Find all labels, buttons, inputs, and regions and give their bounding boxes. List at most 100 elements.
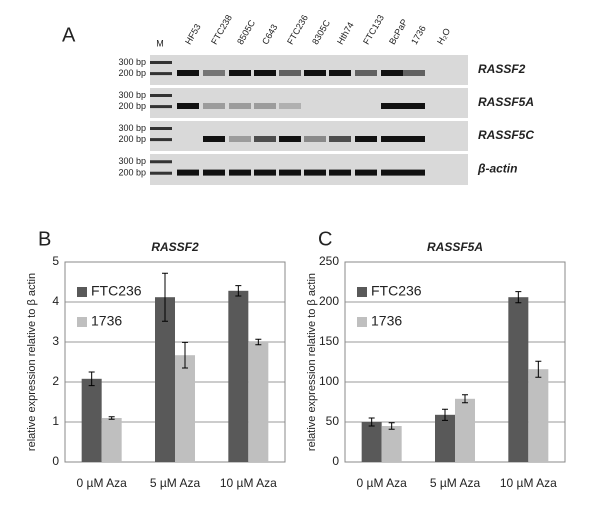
y-tick-label: 150 [319,334,339,348]
error-bar [182,341,188,369]
marker-band [150,171,172,175]
band [355,70,377,76]
legend-swatch [77,287,87,297]
size-marker: 300 bp [118,57,146,67]
bar [528,369,549,462]
marker-band [150,160,172,164]
band [355,136,377,142]
band [381,103,403,109]
error-bar [535,360,542,378]
gene-label: RASSF5A [478,95,534,109]
bar [381,426,402,462]
legend-swatch [77,317,87,327]
marker-band [150,105,172,109]
bar [175,355,195,462]
band [355,169,377,176]
y-tick-label: 200 [319,294,339,308]
marker-band [150,72,172,76]
x-tick-label: 5 µM Aza [430,476,481,490]
gene-label: β-actin [477,162,517,176]
bar [101,418,122,462]
band [403,103,425,109]
legend-label: 1736 [371,313,402,329]
y-tick-label: 100 [319,374,339,388]
y-tick-label: 1 [52,414,59,428]
y-tick-label: 3 [52,334,59,348]
y-axis-label: relative expression relative to β actin [26,273,38,451]
band [403,169,425,176]
panel-label: C [318,228,332,250]
lane-label: Hth74 [335,20,356,46]
lane-label: 8305C [310,18,332,46]
error-bar [255,338,262,346]
error-bar [368,417,375,427]
band [329,169,351,176]
marker-band [150,127,172,130]
legend-label: FTC236 [371,283,422,299]
chart-title: RASSF5A [427,240,483,254]
band [279,103,301,109]
lane-label: FTC236 [285,13,310,46]
error-bar [235,285,242,297]
bar [155,297,175,462]
lane-label: M [156,38,164,48]
band [254,70,276,76]
band [229,70,251,76]
band [254,136,276,142]
error-bar [88,371,95,387]
band [381,136,403,142]
x-tick-label: 5 µM Aza [150,476,201,490]
band [403,136,425,142]
band [203,103,225,109]
bar [435,414,455,462]
legend-label: FTC236 [91,283,142,299]
lane-label: FTC238 [209,13,234,46]
x-tick-label: 0 µM Aza [357,476,408,490]
panel-label: A [62,24,76,46]
y-axis-label: relative expression relative to β actin [306,273,318,451]
error-bar [388,422,395,430]
error-bar [515,291,522,304]
band [177,70,199,76]
x-tick-label: 0 µM Aza [77,476,128,490]
band [304,136,326,142]
lane-label: BcPaP [387,17,409,46]
lane-label: FTC133 [361,13,386,46]
size-marker: 300 bp [118,90,146,100]
gene-label: RASSF5C [478,128,534,142]
size-marker: 200 bp [118,68,146,78]
band [229,136,251,142]
size-marker: 200 bp [118,101,146,111]
band [254,103,276,109]
marker-band [150,61,172,64]
bar [361,422,382,462]
size-marker: 200 bp [118,168,146,178]
y-tick-label: 0 [332,454,339,468]
chart-title: RASSF2 [151,240,199,254]
lane-label: 1736 [409,24,428,46]
x-tick-label: 10 µM Aza [500,476,557,490]
size-marker: 200 bp [118,134,146,144]
bar [228,290,249,462]
bar [508,297,529,462]
legend-label: 1736 [91,313,122,329]
band [279,136,301,142]
y-tick-label: 50 [326,414,340,428]
legend-swatch [357,287,367,297]
marker-band [150,138,172,142]
bar [81,378,102,462]
x-tick-label: 10 µM Aza [220,476,277,490]
band [254,169,276,176]
y-tick-label: 0 [52,454,59,468]
y-tick-label: 4 [52,294,59,308]
lane-label: 8505C [235,18,257,46]
gene-label: RASSF2 [478,62,526,76]
error-bar [442,408,448,421]
band [329,70,351,76]
lane-label: HF53 [183,22,203,46]
band [304,169,326,176]
bar [248,342,269,462]
error-bar [462,394,468,404]
band [203,169,225,176]
